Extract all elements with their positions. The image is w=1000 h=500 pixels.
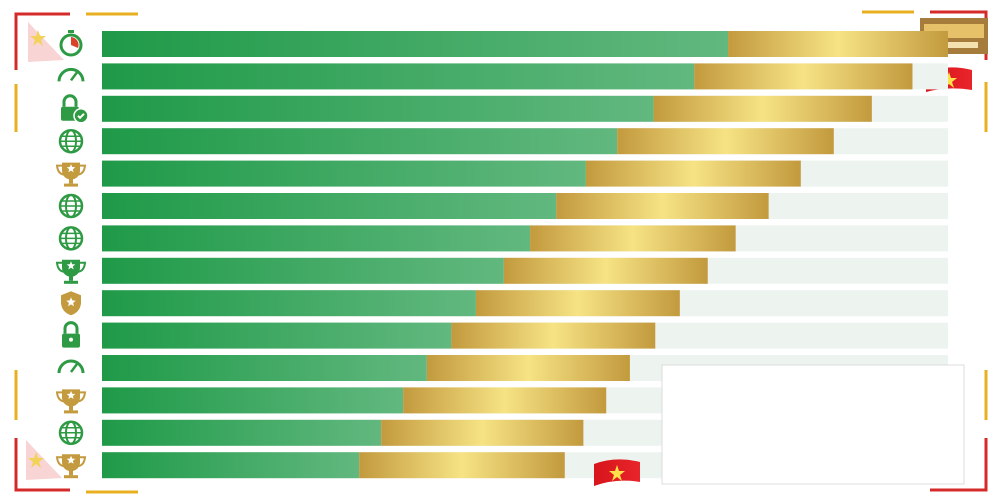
corner-decorations <box>14 10 988 494</box>
icons <box>55 30 89 479</box>
icon-trophy <box>64 280 78 284</box>
icon-check <box>77 113 85 120</box>
icon-gauge <box>70 363 78 373</box>
icon-star <box>66 261 76 270</box>
bar-segment <box>617 128 834 155</box>
icon-trophy <box>55 391 87 403</box>
corner-bottom-right <box>930 438 988 492</box>
flag <box>594 459 640 486</box>
bar-segment <box>451 322 656 349</box>
icon-star <box>66 455 76 464</box>
icon-gauge <box>57 359 85 374</box>
icon-globe <box>60 135 82 147</box>
icon-trophy <box>62 162 80 180</box>
bar-segment <box>102 63 695 90</box>
bar-segment <box>503 257 708 284</box>
bar-segment <box>426 355 630 381</box>
bar-segment <box>556 193 769 219</box>
icon-trophy <box>55 164 87 176</box>
flag-star <box>941 72 957 88</box>
bar-segment <box>728 31 948 57</box>
corner-top-left <box>14 12 70 70</box>
bar-segment <box>653 95 872 122</box>
bar-segment <box>102 419 382 446</box>
bar-segment <box>102 257 504 284</box>
icon-trophy <box>69 178 73 184</box>
icon-trophy <box>64 475 78 479</box>
icon-star <box>66 297 76 307</box>
icon-lock <box>63 321 79 334</box>
icon-trophy <box>64 410 78 414</box>
icon-trophy <box>62 259 80 277</box>
icon-trophy <box>62 389 80 407</box>
icon-lock <box>69 337 73 342</box>
bar-segment <box>102 322 452 349</box>
bar-segment <box>102 452 360 479</box>
bar-segment <box>102 31 729 57</box>
icon-gauge <box>70 71 78 82</box>
bar-segment <box>102 225 531 252</box>
icon-trophy <box>69 470 73 476</box>
icon-trophy <box>55 456 87 468</box>
bar-segment <box>530 225 736 252</box>
bar-segment <box>102 160 586 187</box>
icon-star <box>66 390 76 399</box>
icon-stopwatch <box>59 33 83 57</box>
bar-segment <box>102 355 427 381</box>
icon-trophy <box>62 454 80 472</box>
icon-trophy <box>64 183 78 187</box>
flag-star <box>609 465 625 481</box>
bar-segment <box>475 290 680 317</box>
bar-segment <box>694 63 913 90</box>
icon-trophy <box>69 405 73 411</box>
icon-globe <box>60 427 82 439</box>
ribbon-decoration <box>28 22 64 62</box>
bar-segment <box>585 160 801 187</box>
ribbon-decoration <box>26 440 62 480</box>
bar-segment <box>102 95 654 122</box>
icon-stopwatch <box>71 37 79 48</box>
icon-trophy <box>55 261 87 273</box>
star-decoration <box>30 30 46 46</box>
bar-segment <box>102 128 618 155</box>
bar-segment <box>359 452 565 479</box>
bar-segment <box>102 290 476 317</box>
icon-trophy <box>69 275 73 281</box>
bar-segment <box>381 419 584 446</box>
icon-globe <box>60 232 82 245</box>
bar-segment <box>403 387 607 414</box>
icon-globe <box>60 200 82 212</box>
bar-segment <box>102 387 404 414</box>
logo-mark <box>930 42 978 48</box>
icon-gauge <box>57 67 85 82</box>
overlay-panel <box>661 364 965 485</box>
icon-lock <box>62 94 78 107</box>
star-decoration <box>28 452 44 468</box>
icon-star <box>66 164 76 173</box>
icon-stopwatch <box>68 30 74 33</box>
corner-bottom-left <box>14 438 70 492</box>
bar-segment <box>102 193 557 219</box>
